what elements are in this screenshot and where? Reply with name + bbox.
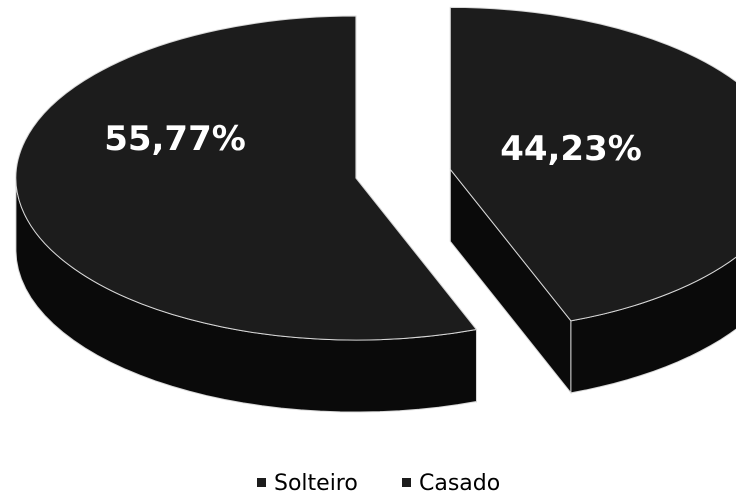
legend: Solteiro Casado xyxy=(257,471,500,496)
legend-marker-casado xyxy=(402,478,411,487)
legend-label-solteiro: Solteiro xyxy=(274,471,358,496)
legend-label-casado: Casado xyxy=(419,471,500,496)
slice-top-solteiro xyxy=(15,15,478,341)
data-label-solteiro: 55,77% xyxy=(104,119,246,159)
legend-marker-solteiro xyxy=(257,478,266,487)
slice-top-casado xyxy=(449,6,736,322)
slice-rim-casado xyxy=(570,256,736,394)
pie-data-labels: 55,77% 44,23% xyxy=(104,119,642,169)
pie-slices xyxy=(15,6,736,413)
data-label-casado: 44,23% xyxy=(500,129,642,169)
